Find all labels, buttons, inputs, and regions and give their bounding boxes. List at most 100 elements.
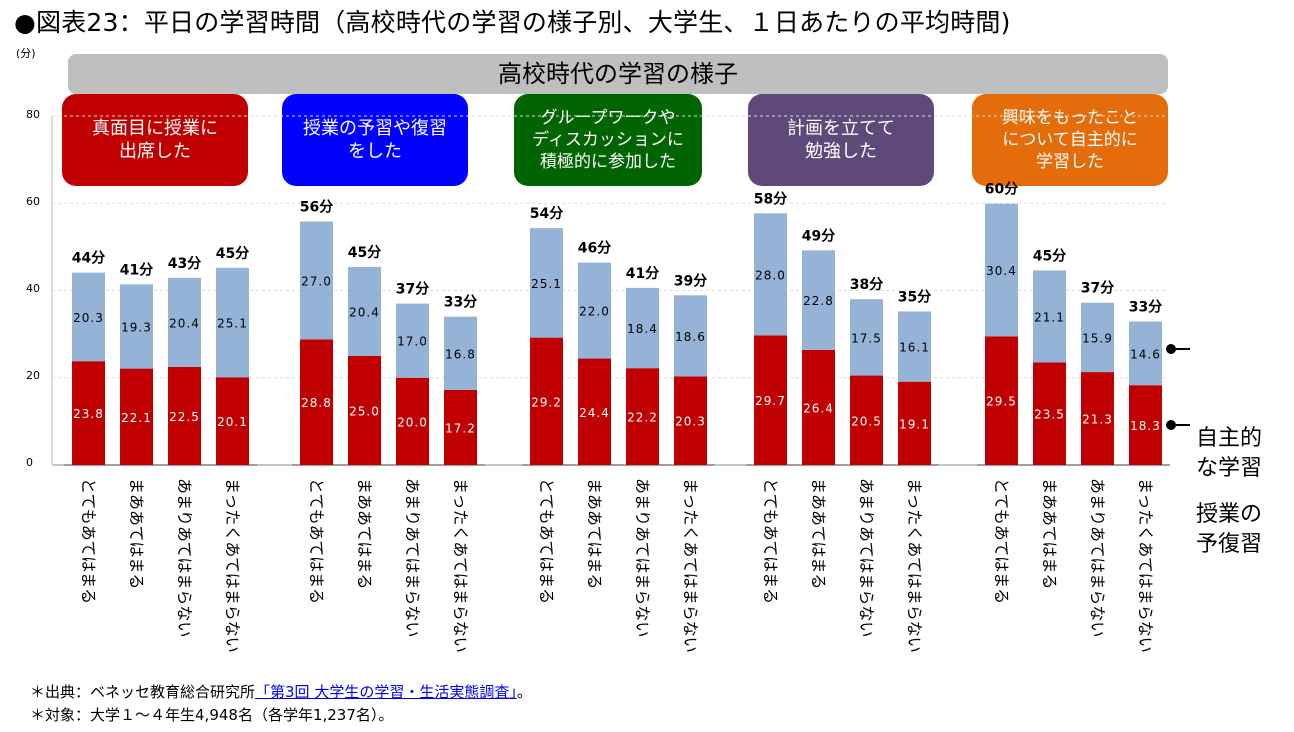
bar-segment-self-study bbox=[396, 303, 429, 378]
bar-segment-self-study bbox=[898, 311, 931, 382]
bar-value-label: 28.0 bbox=[755, 268, 786, 282]
bar-value-label: 20.3 bbox=[675, 415, 706, 429]
category-tick-label: あまりあてはまらない bbox=[633, 478, 652, 637]
bar-segment-self-study bbox=[626, 287, 659, 369]
bar-segment-class-prep bbox=[168, 366, 201, 465]
bar-value-label: 22.2 bbox=[627, 411, 658, 425]
category-tick-label: あまりあてはまらない bbox=[403, 478, 422, 637]
category-tick-label: とてもあてはまる bbox=[761, 478, 780, 604]
y-tick-label: 60 bbox=[26, 195, 40, 208]
chart-title: ●図表23：平日の学習時間（高校時代の学習の様子別、大学生、１日あたりの平均時間… bbox=[14, 8, 1011, 37]
group-panel-preview-review: 授業の予習や復習 をした bbox=[282, 94, 468, 186]
bar-total-label: 58分 bbox=[754, 191, 787, 207]
bar-total-label: 35分 bbox=[898, 289, 931, 305]
bar-segment-self-study bbox=[300, 221, 333, 340]
legend-bottom-label: 授業の 予復習 bbox=[1196, 502, 1263, 557]
y-tick-label: 40 bbox=[26, 282, 40, 295]
category-tick-label: まああてはまる bbox=[585, 478, 604, 589]
category-tick-label: まったくあてはまらない bbox=[451, 478, 470, 653]
legend-bottom-series: 授業の 予復習 bbox=[1166, 410, 1263, 560]
y-tick-label: 20 bbox=[26, 369, 40, 382]
footnote-source-suffix: 。 bbox=[516, 683, 532, 701]
bar-total-label: 39分 bbox=[674, 273, 707, 289]
bar-value-label: 24.4 bbox=[579, 406, 610, 420]
bar-value-label: 20.4 bbox=[169, 316, 200, 330]
category-tick-label: あまりあてはまらない bbox=[175, 478, 194, 637]
bar-total-label: 41分 bbox=[120, 262, 153, 278]
bar-total-label: 37分 bbox=[396, 282, 429, 298]
category-tick-label: とてもあてはまる bbox=[537, 478, 556, 604]
bar-segment-class-prep bbox=[674, 376, 707, 465]
bar-value-label: 20.1 bbox=[217, 415, 248, 429]
bar-value-label: 22.8 bbox=[803, 294, 834, 308]
group-panel-group-work: グループワークや ディスカッションに 積極的に参加した bbox=[514, 94, 702, 186]
category-tick-label: あまりあてはまらない bbox=[1088, 478, 1107, 637]
bar-value-label: 22.5 bbox=[169, 410, 200, 424]
bar-segment-self-study bbox=[530, 228, 563, 338]
bar-segment-class-prep bbox=[898, 381, 931, 465]
bar-total-label: 56分 bbox=[300, 200, 333, 216]
bar-value-label: 20.5 bbox=[851, 414, 882, 428]
bar-segment-self-study bbox=[168, 277, 201, 367]
legend-marker-icon bbox=[1166, 420, 1176, 430]
footnote-target: ＊対象：大学１～４年生4,948名（各学年1,237名）。 bbox=[30, 706, 394, 724]
bar-total-label: 37分 bbox=[1081, 281, 1114, 297]
bar-total-label: 54分 bbox=[530, 206, 563, 222]
y-tick-label: 80 bbox=[26, 108, 40, 121]
legend-connector-icon bbox=[1176, 424, 1190, 426]
bar-value-label: 17.5 bbox=[851, 331, 882, 345]
bar-value-label: 15.9 bbox=[1082, 331, 1113, 345]
bar-value-label: 29.5 bbox=[986, 395, 1017, 409]
bar-segment-class-prep bbox=[626, 368, 659, 465]
bar-segment-self-study bbox=[1129, 321, 1162, 386]
category-tick-label: まああてはまる bbox=[1040, 478, 1059, 589]
bar-value-label: 17.0 bbox=[397, 335, 428, 349]
bar-segment-class-prep bbox=[120, 368, 153, 465]
category-tick-label: とてもあてはまる bbox=[307, 478, 326, 604]
bar-total-label: 45分 bbox=[348, 245, 381, 261]
footnote-source: ＊出典：ベネッセ教育総合研究所「第3回 大学生の学習・生活実態調査」。 bbox=[30, 681, 532, 702]
category-tick-label: あまりあてはまらない bbox=[857, 478, 876, 637]
bar-value-label: 23.5 bbox=[1034, 408, 1065, 422]
bar-segment-class-prep bbox=[850, 375, 883, 465]
bar-total-label: 49分 bbox=[802, 228, 835, 244]
footnote-source-prefix: ＊出典：ベネッセ教育総合研究所 bbox=[30, 683, 256, 701]
group-panel-planned-study: 計画を立てて 勉強した bbox=[748, 94, 934, 186]
bar-segment-self-study bbox=[802, 250, 835, 350]
group-panel-label: 計画を立てて 勉強した bbox=[787, 117, 895, 162]
group-panel-label: 真面目に授業に 出席した bbox=[92, 117, 218, 162]
bar-segment-self-study bbox=[674, 295, 707, 377]
bar-value-label: 30.4 bbox=[986, 264, 1017, 278]
bar-segment-self-study bbox=[1081, 302, 1114, 373]
bar-value-label: 27.0 bbox=[301, 274, 332, 288]
bar-value-label: 25.0 bbox=[349, 404, 380, 418]
legend-top-label: 自主的 な学習 bbox=[1196, 426, 1263, 481]
bar-value-label: 19.3 bbox=[121, 320, 152, 334]
group-panel-self-study: 興味をもったこと について自主的に 学習した bbox=[972, 94, 1168, 186]
bar-segment-class-prep bbox=[1033, 362, 1066, 465]
bar-value-label: 16.8 bbox=[445, 347, 476, 361]
bar-value-label: 23.8 bbox=[73, 407, 104, 421]
bar-value-label: 25.1 bbox=[531, 277, 562, 291]
category-tick-label: まああてはまる bbox=[809, 478, 828, 589]
bar-segment-class-prep bbox=[396, 377, 429, 465]
bar-segment-class-prep bbox=[1081, 372, 1114, 465]
category-tick-label: まったくあてはまらない bbox=[1136, 478, 1155, 653]
legend-connector-icon bbox=[1176, 348, 1190, 350]
survey-report-link[interactable]: 「第3回 大学生の学習・生活実態調査」 bbox=[255, 683, 517, 701]
category-tick-label: まああてはまる bbox=[127, 478, 146, 589]
bar-segment-self-study bbox=[348, 266, 381, 356]
category-tick-label: とてもあてはまる bbox=[79, 478, 98, 604]
bar-total-label: 43分 bbox=[168, 256, 201, 272]
category-tick-label: まああてはまる bbox=[355, 478, 374, 589]
bar-value-label: 29.2 bbox=[531, 395, 562, 409]
bar-segment-class-prep bbox=[985, 336, 1018, 465]
bar-total-label: 60分 bbox=[985, 182, 1018, 198]
bar-segment-class-prep bbox=[348, 355, 381, 465]
bar-value-label: 18.4 bbox=[627, 322, 658, 336]
bar-value-label: 20.0 bbox=[397, 415, 428, 429]
group-panel-serious-attendance: 真面目に授業に 出席した bbox=[62, 94, 248, 186]
bar-total-label: 45分 bbox=[1033, 248, 1066, 264]
bar-segment-self-study bbox=[120, 284, 153, 369]
